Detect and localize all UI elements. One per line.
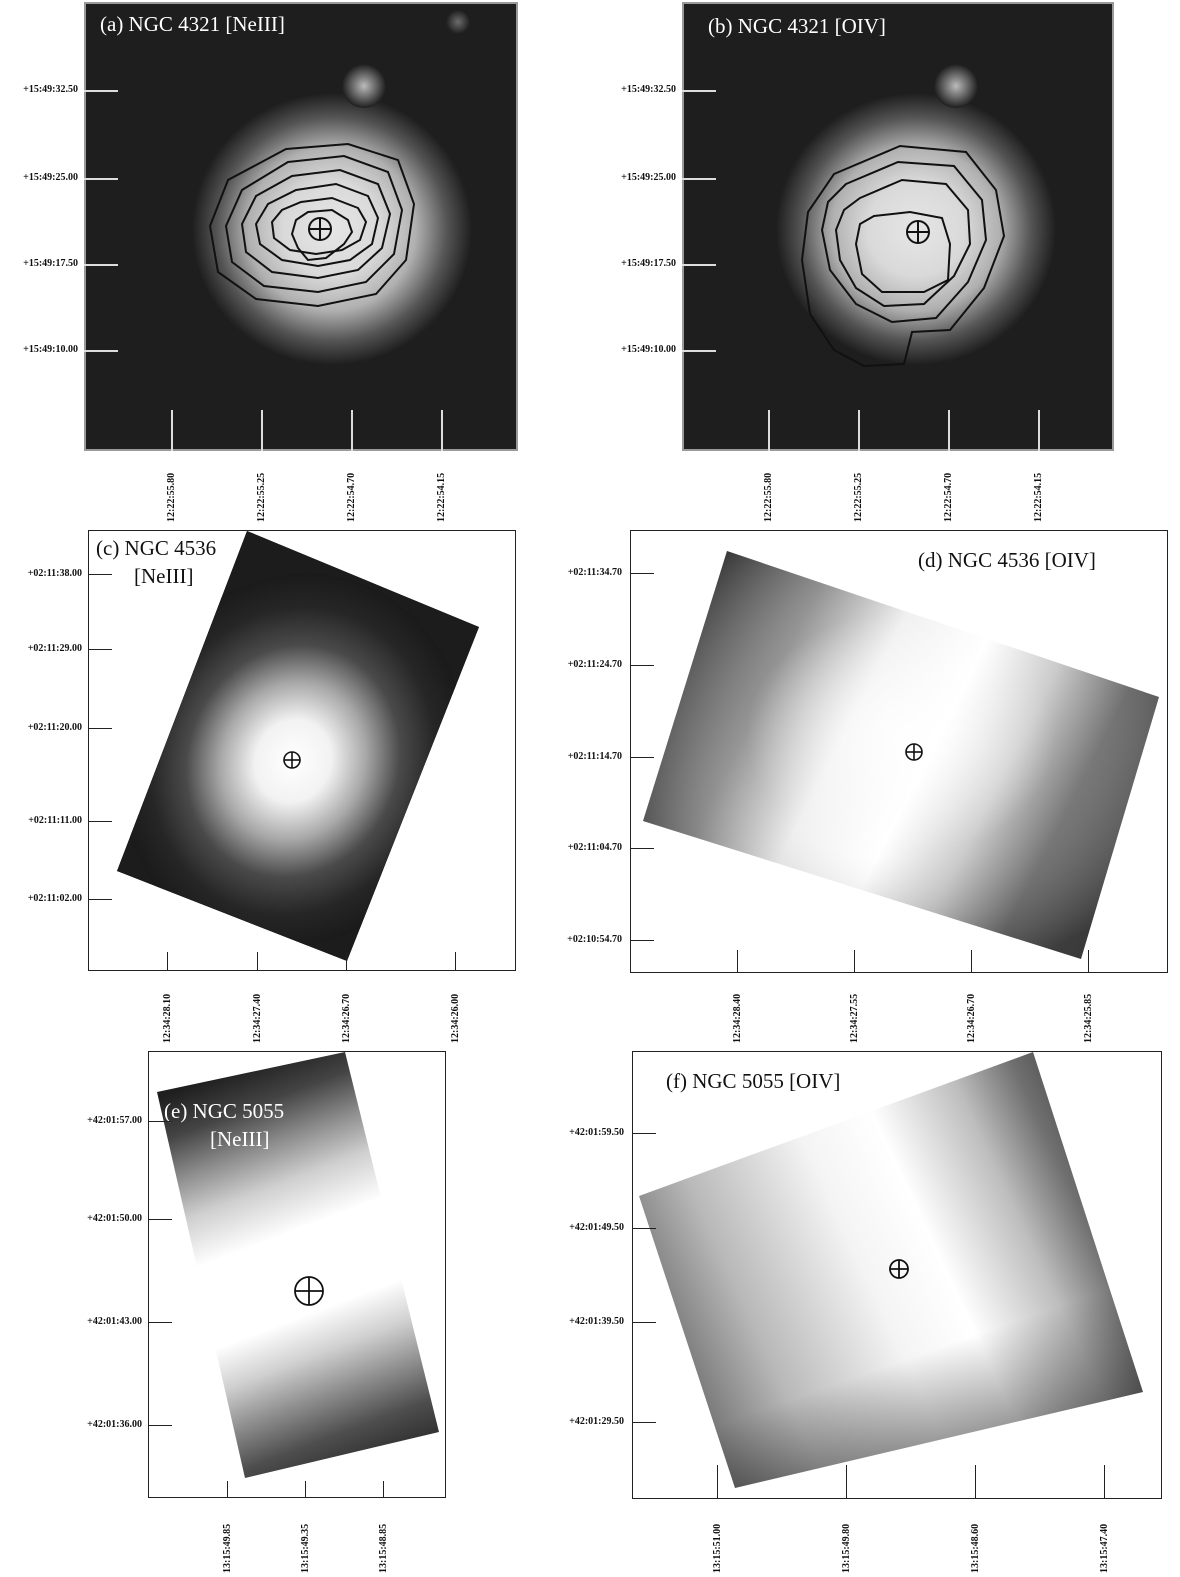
xtick-label: 13:15:48.85 (378, 1523, 389, 1573)
panel-e: (e) NGC 5055 [NeIII] +42:01:57.00 +42:01… (0, 1045, 590, 1577)
panel-title-e-line2: [NeIII] (210, 1127, 270, 1151)
ytick-label: +42:01:29.50 (569, 1416, 624, 1427)
image-d (643, 551, 1159, 959)
panel-title-f: (f) NGC 5055 [OIV] (666, 1069, 841, 1093)
ytick-label: +42:01:59.50 (569, 1127, 624, 1138)
image-frame-e (148, 1051, 446, 1498)
image-a (86, 4, 516, 449)
ytick-label: +15:49:25.00 (23, 172, 78, 183)
contour-a-3 (240, 168, 392, 280)
image-frame-b (682, 2, 1114, 451)
ytick-label: +02:11:02.00 (27, 893, 82, 904)
ytick-label: +42:01:50.00 (87, 1213, 142, 1224)
contour-b-3 (834, 178, 972, 308)
ytick-label: +15:49:10.00 (621, 344, 676, 355)
ytick-label: +02:11:04.70 (567, 842, 622, 853)
panel-title-d: (d) NGC 4536 [OIV] (918, 548, 1096, 572)
circle-cross-icon (294, 1276, 324, 1306)
xtick-label: 12:22:55.80 (166, 472, 177, 522)
contour-b-1 (800, 144, 1006, 368)
xtick-label: 13:15:49.80 (841, 1523, 852, 1573)
marker-layer-e (294, 1276, 324, 1306)
panel-title-a: (a) NGC 4321 [NeIII] (100, 12, 285, 36)
xtick-label: 12:22:55.25 (256, 472, 267, 522)
xtick-label: 12:22:55.25 (853, 472, 864, 522)
xtick-label: 12:34:27.55 (849, 993, 860, 1043)
ytick-label: +42:01:49.50 (569, 1222, 624, 1233)
image-frame-f (632, 1051, 1162, 1499)
image-frame-a (84, 2, 518, 451)
xtick-label: 12:34:26.70 (966, 993, 977, 1043)
xtick-label: 12:34:26.70 (341, 993, 352, 1043)
ytick-label: +02:11:24.70 (567, 659, 622, 670)
xtick-label: 12:22:54.70 (943, 472, 954, 522)
ytick-label: +02:11:34.70 (567, 567, 622, 578)
contour-b-2 (820, 160, 988, 324)
panel-a: (a) NGC 4321 [NeIII] +15:49:32.50 +15:49… (0, 0, 590, 522)
contour-a-4 (254, 182, 380, 268)
image-e (157, 1052, 439, 1478)
image-frame-d (630, 530, 1168, 973)
circle-cross-icon (905, 743, 923, 761)
panel-title-b: (b) NGC 4321 [OIV] (708, 14, 886, 38)
image-b (684, 4, 1112, 449)
xtick-label: 13:15:48.60 (970, 1523, 981, 1573)
ytick-label: +15:49:32.50 (621, 84, 676, 95)
xtick-label: 12:34:26.00 (450, 993, 461, 1043)
ytick-label: +02:11:38.00 (27, 568, 82, 579)
xtick-label: 12:22:54.15 (1033, 472, 1044, 522)
ytick-label: +15:49:10.00 (23, 344, 78, 355)
ytick-label: +42:01:36.00 (87, 1419, 142, 1430)
marker-layer-f (889, 1259, 909, 1279)
image-f (639, 1052, 1143, 1488)
xtick-label: 13:15:49.85 (222, 1523, 233, 1573)
panel-title-c-line1: (c) NGC 4536 (96, 536, 217, 560)
circle-cross-icon (889, 1259, 909, 1279)
circle-cross-icon (906, 220, 930, 244)
panel-title-e-line1: (e) NGC 5055 (164, 1099, 285, 1123)
image-c (117, 531, 479, 961)
xtick-label: 12:34:25.85 (1083, 993, 1094, 1043)
contour-b-4 (854, 210, 952, 293)
ytick-label: +02:11:20.00 (27, 722, 82, 733)
ytick-label: +42:01:43.00 (87, 1316, 142, 1327)
xtick-label: 12:22:54.70 (346, 472, 357, 522)
panel-title-c-line2: [NeIII] (134, 564, 194, 588)
ytick-label: +15:49:17.50 (621, 258, 676, 269)
image-frame-c (88, 530, 516, 971)
ytick-label: +02:11:11.00 (28, 815, 82, 826)
ytick-label: +15:49:25.00 (621, 172, 676, 183)
xtick-label: 13:15:49.35 (300, 1523, 311, 1573)
contour-a-1 (208, 142, 416, 308)
contour-a-5 (270, 196, 368, 256)
xtick-label: 12:34:28.10 (162, 993, 173, 1043)
panel-f: (f) NGC 5055 [OIV] +42:01:59.50 +42:01:4… (569, 1045, 1180, 1577)
xtick-label: 12:34:28.40 (732, 993, 743, 1043)
panel-d: (d) NGC 4536 [OIV] +02:11:34.70 +02:11:2… (567, 520, 1180, 1045)
ytick-label: +42:01:39.50 (569, 1316, 624, 1327)
xtick-label: 13:15:51.00 (712, 1523, 723, 1573)
panel-b: (b) NGC 4321 [OIV] +15:49:32.50 +15:49:2… (590, 0, 1180, 522)
circle-cross-icon (283, 751, 301, 769)
ytick-label: +42:01:57.00 (87, 1115, 142, 1126)
ytick-label: +02:10:54.70 (567, 934, 622, 945)
xtick-label: 12:34:27.40 (252, 993, 263, 1043)
ytick-label: +02:11:14.70 (567, 751, 622, 762)
ytick-label: +02:11:29.00 (27, 643, 82, 654)
ytick-label: +15:49:32.50 (23, 84, 78, 95)
contour-a-6 (290, 208, 354, 262)
circle-cross-icon (308, 217, 332, 241)
xtick-label: 13:15:47.40 (1099, 1523, 1110, 1573)
xtick-label: 12:22:55.80 (763, 472, 774, 522)
ytick-label: +15:49:17.50 (23, 258, 78, 269)
contour-a-2 (224, 154, 404, 294)
panel-c: (c) NGC 4536 [NeIII] +02:11:38.00 +02:11… (0, 520, 590, 1045)
xtick-label: 12:22:54.15 (436, 472, 447, 522)
